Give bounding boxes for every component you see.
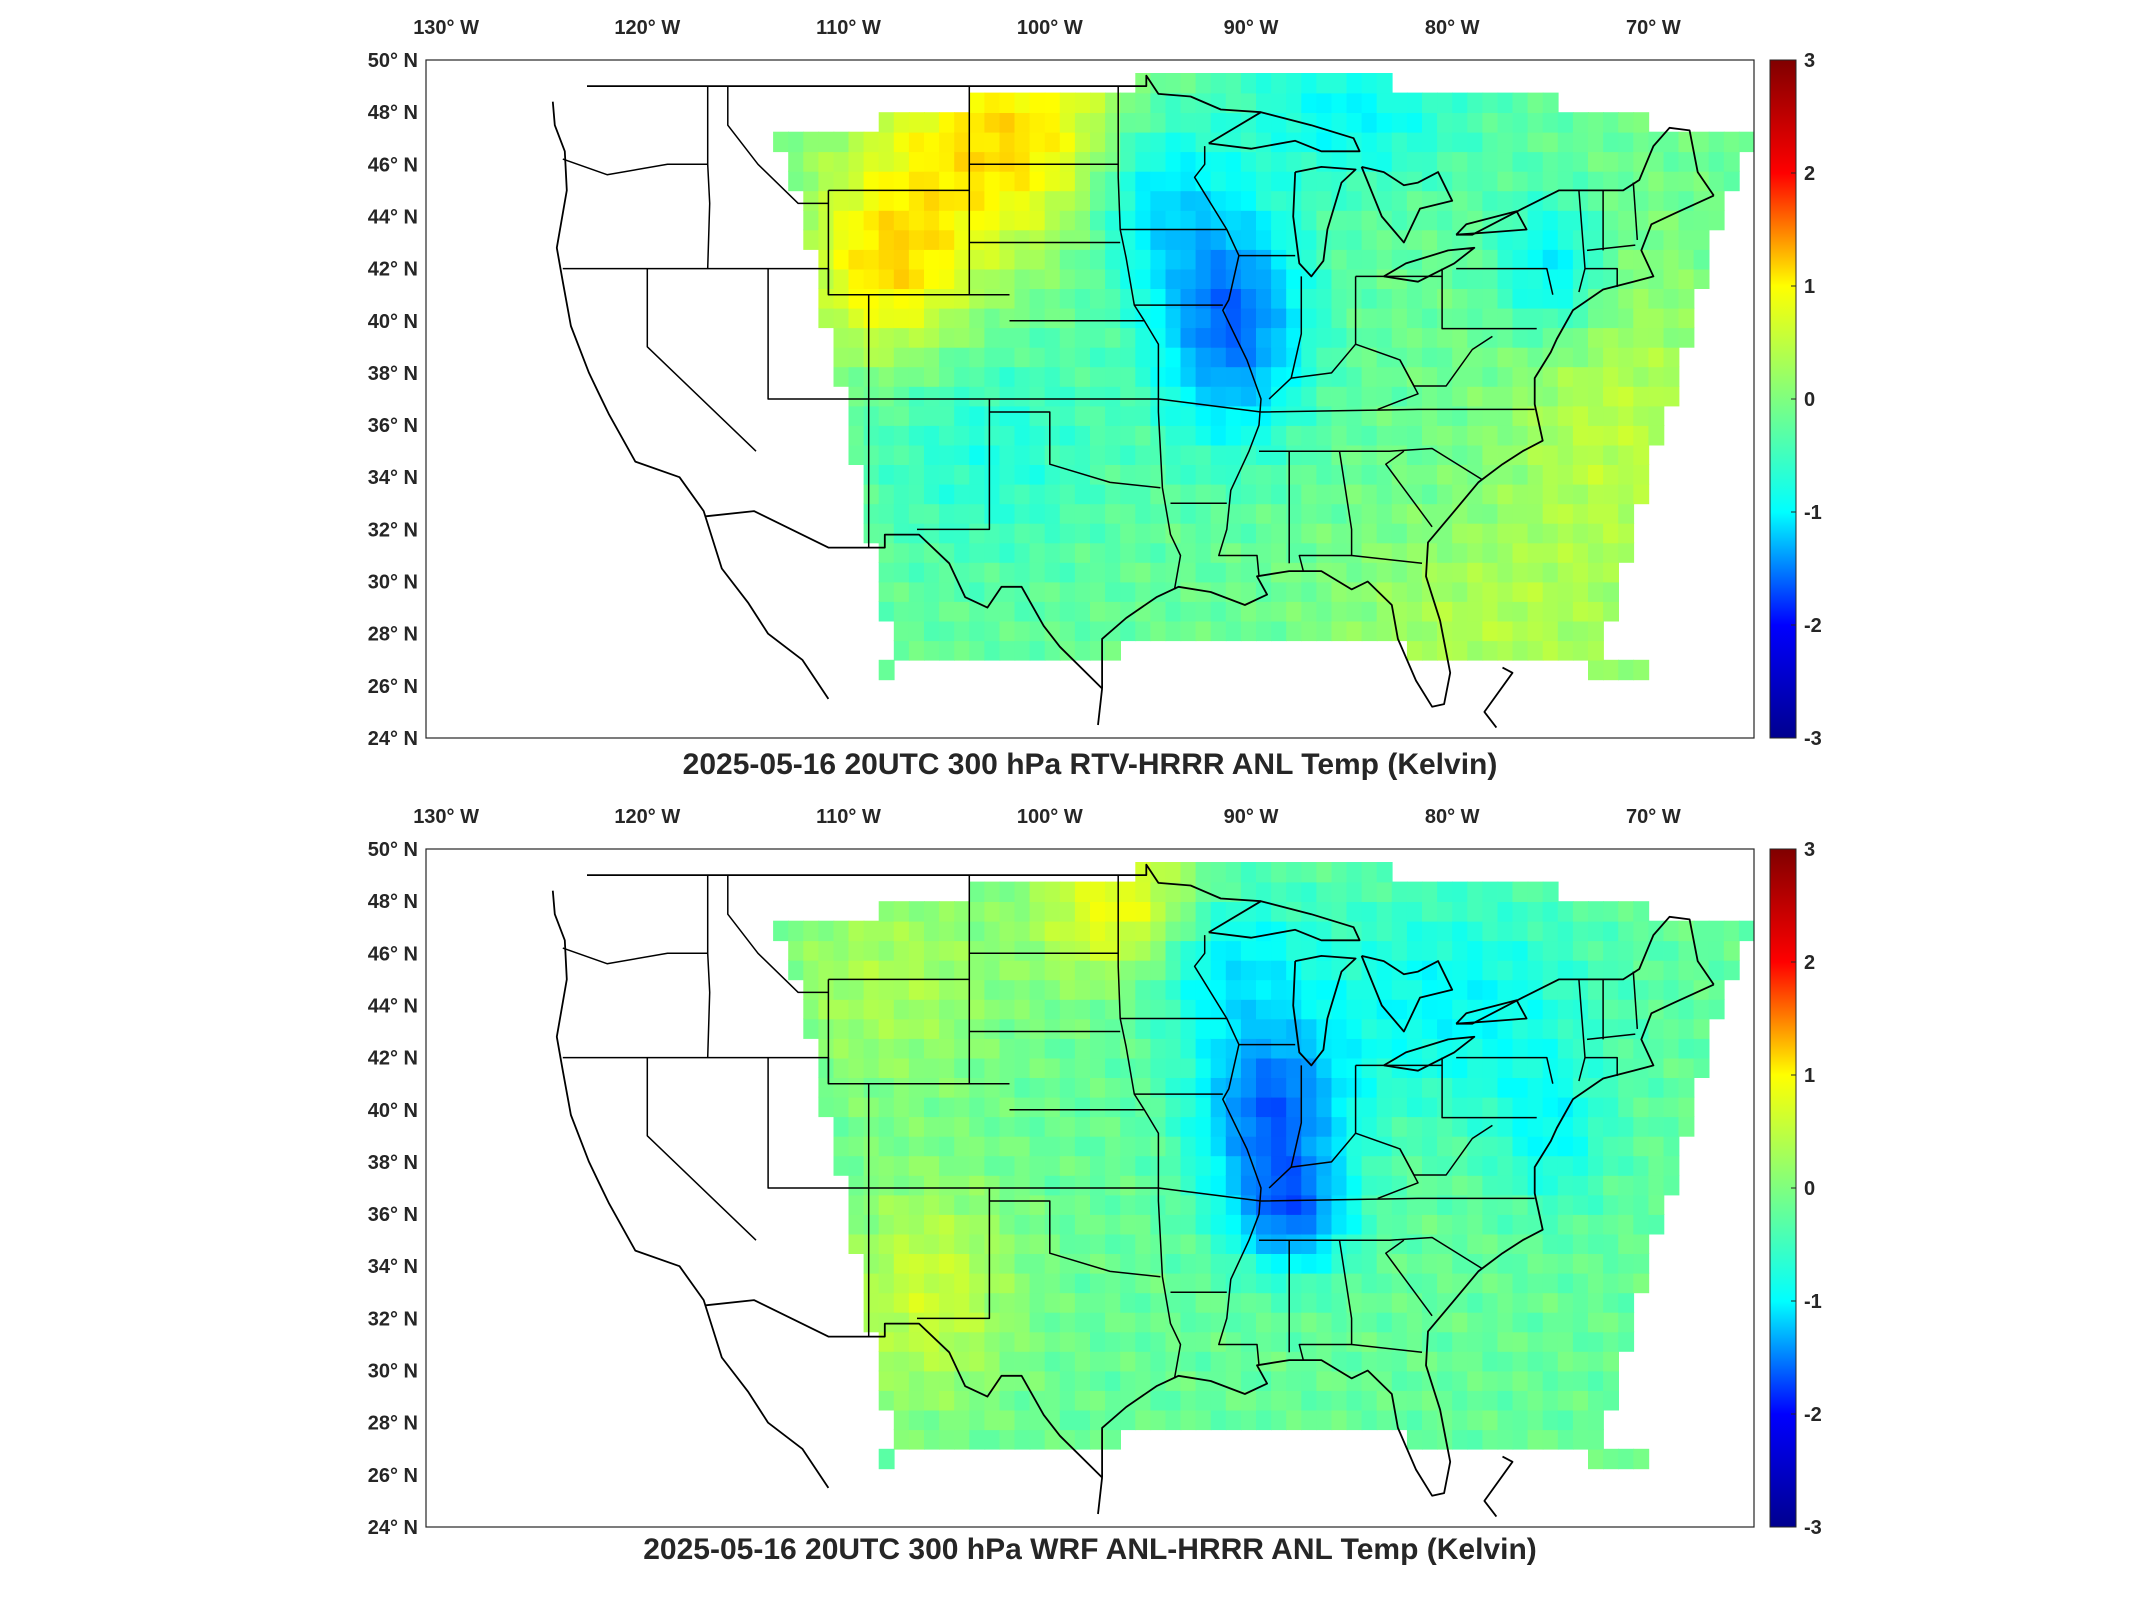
colorbar-tick-label: 3 xyxy=(1804,50,1815,72)
lat-tick-label: 48° N xyxy=(368,102,418,124)
colorbar-tick-label: -1 xyxy=(1804,502,1822,524)
lat-tick-label: 32° N xyxy=(368,519,418,541)
lat-tick-label: 28° N xyxy=(368,624,418,646)
map-plot-rtv-hrrr: 130° W 120° W 110° W 100° W 90° W 80° W 70° W 5… xyxy=(368,17,1822,750)
colorbar-tick-label: 0 xyxy=(1804,389,1815,411)
lat-tick-label: 34° N xyxy=(368,467,418,489)
lat-tick-label: 24° N xyxy=(368,728,418,750)
lat-tick-label: 36° N xyxy=(368,415,418,437)
lat-tick-label: 26° N xyxy=(368,1465,418,1487)
lon-tick-label: 100° W xyxy=(1017,17,1083,39)
colorbar-tick-label: 1 xyxy=(1804,276,1815,298)
lat-tick-label: 30° N xyxy=(368,572,418,594)
lat-tick-label: 42° N xyxy=(368,259,418,281)
lon-tick-label: 70° W xyxy=(1626,806,1681,828)
lon-tick-label: 100° W xyxy=(1017,806,1083,828)
lat-tick-label: 26° N xyxy=(368,676,418,698)
lat-tick-label: 44° N xyxy=(368,996,418,1018)
lon-tick-label: 80° W xyxy=(1425,806,1480,828)
colorbar-tick-label: -3 xyxy=(1804,728,1822,750)
lat-tick-label: 50° N xyxy=(368,839,418,861)
lon-tick-label: 90° W xyxy=(1224,17,1279,39)
lat-tick-label: 38° N xyxy=(368,1152,418,1174)
lon-tick-label: 130° W xyxy=(413,17,479,39)
lon-tick-label: 130° W xyxy=(413,806,479,828)
lon-tick-label: 110° W xyxy=(816,17,881,39)
panel-title-wrf-hrrr: 2025-05-16 20UTC 300 hPa WRF ANL-HRRR AN… xyxy=(643,1533,1537,1566)
lat-tick-label: 50° N xyxy=(368,50,418,72)
colorbar-tick-label: 2 xyxy=(1804,952,1815,974)
lat-tick-label: 48° N xyxy=(368,891,418,913)
lat-tick-label: 44° N xyxy=(368,207,418,229)
lat-tick-label: 24° N xyxy=(368,1517,418,1539)
lat-tick-label: 32° N xyxy=(368,1308,418,1330)
lat-tick-label: 30° N xyxy=(368,1361,418,1383)
colorbar-tick-label: -2 xyxy=(1804,1404,1822,1426)
lon-tick-label: 80° W xyxy=(1425,17,1480,39)
lon-tick-label: 120° W xyxy=(614,17,680,39)
map-panel-wrf-hrrr: 130° W 120° W 110° W 100° W 90° W 80° W 70° W 5… xyxy=(0,789,2133,1589)
colorbar-tick-label: 0 xyxy=(1804,1178,1815,1200)
lat-tick-label: 34° N xyxy=(368,1256,418,1278)
map-boundaries xyxy=(551,74,1715,729)
lat-tick-label: 46° N xyxy=(368,943,418,965)
colorbar: 3 2 1 0 -1 -2 -3 xyxy=(1769,50,1822,750)
map-boundaries xyxy=(551,863,1715,1518)
lat-tick-label: 42° N xyxy=(368,1048,418,1070)
lat-tick-label: 28° N xyxy=(368,1413,418,1435)
map-plot-wrf-hrrr: 130° W 120° W 110° W 100° W 90° W 80° W 70° W 5… xyxy=(368,806,1822,1539)
lon-tick-label: 90° W xyxy=(1224,806,1279,828)
colorbar-tick-label: -3 xyxy=(1804,1517,1822,1539)
lat-tick-label: 40° N xyxy=(368,1100,418,1122)
lon-tick-label: 120° W xyxy=(614,806,680,828)
lat-tick-label: 38° N xyxy=(368,363,418,385)
colorbar-tick-label: -1 xyxy=(1804,1291,1822,1313)
lat-tick-label: 40° N xyxy=(368,311,418,333)
map-axes-frame xyxy=(425,59,1755,739)
map-panel-rtv-hrrr: 130° W 120° W 110° W 100° W 90° W 80° W 70° W 5… xyxy=(368,17,1822,781)
map-axes-frame xyxy=(425,848,1755,1528)
colorbar-tick-label: 3 xyxy=(1804,839,1815,861)
lon-tick-label: 70° W xyxy=(1626,17,1681,39)
colorbar-tick-label: 2 xyxy=(1804,163,1815,185)
panel-title-rtv-hrrr: 2025-05-16 20UTC 300 hPa RTV-HRRR ANL Te… xyxy=(682,748,1498,781)
colorbar-tick-label: 1 xyxy=(1804,1065,1815,1087)
lat-tick-label: 36° N xyxy=(368,1204,418,1226)
lon-tick-label: 110° W xyxy=(816,806,881,828)
lat-tick-label: 46° N xyxy=(368,154,418,176)
colorbar-tick-label: -2 xyxy=(1804,615,1822,637)
colorbar: 3 2 1 0 -1 -2 -3 xyxy=(1769,839,1822,1539)
